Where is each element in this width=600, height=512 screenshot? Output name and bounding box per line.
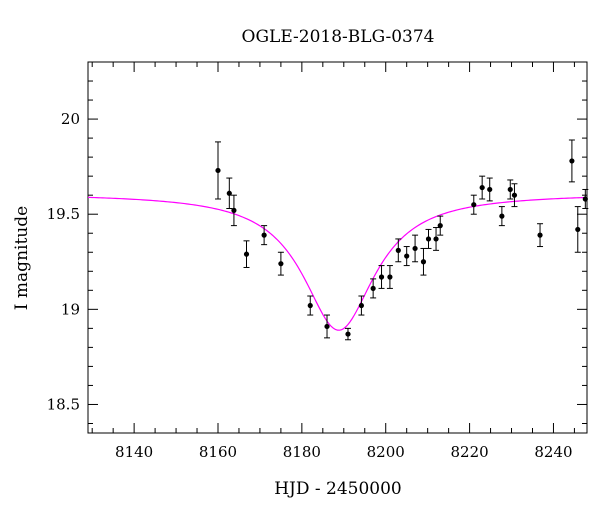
y-tick-label: 18.5: [47, 395, 80, 413]
axis-ticks: [88, 61, 587, 433]
marker: [261, 232, 267, 238]
marker: [425, 236, 432, 242]
data-point: [261, 225, 268, 246]
marker: [231, 207, 237, 213]
y-axis-label: I magnitude: [12, 206, 32, 310]
data-point: [370, 278, 377, 299]
marker: [324, 323, 330, 330]
axis-tick-labels: 8140 8160 8180 8200 8220 8240 18.5 19 19.5 20: [47, 110, 573, 461]
marker: [575, 226, 581, 233]
marker: [412, 245, 418, 252]
data-point: [574, 206, 581, 253]
marker: [569, 158, 575, 164]
data-point: [412, 234, 419, 263]
marker: [487, 186, 493, 193]
data-point: [214, 141, 221, 200]
data-point: [230, 194, 237, 227]
marker: [537, 232, 543, 238]
data-point: [486, 177, 493, 202]
marker: [479, 184, 485, 191]
x-axis-label: HJD - 2450000: [274, 479, 402, 499]
data-point: [507, 179, 514, 200]
data-point: [386, 265, 393, 289]
plot-area: 8140 8160 8180 8200 8220 8240 18.5 19 19.5 20: [47, 61, 589, 461]
x-tick-label: 8240: [534, 443, 572, 461]
data-point: [582, 188, 589, 209]
marker: [370, 285, 376, 292]
x-tick-label: 8160: [199, 443, 237, 461]
data-point: [307, 295, 314, 316]
y-tick-label: 19: [61, 300, 80, 318]
chart-title: OGLE-2018-BLG-0374: [242, 27, 435, 47]
plot-frame: [87, 61, 588, 434]
data-point: [344, 327, 351, 341]
x-tick-label: 8140: [115, 443, 153, 461]
y-tick-label: 19.5: [47, 205, 80, 223]
marker: [278, 261, 284, 267]
marker: [404, 253, 410, 259]
data-point: [479, 175, 486, 200]
marker: [226, 190, 232, 196]
data-point: [226, 177, 233, 209]
data-point: [277, 251, 284, 276]
marker: [387, 274, 393, 280]
data-point: [243, 240, 250, 268]
marker: [471, 202, 477, 208]
marker: [358, 302, 365, 309]
data-point: [358, 295, 365, 316]
data-point: [324, 314, 331, 339]
marker: [437, 223, 443, 229]
marker: [345, 331, 351, 337]
marker: [215, 167, 221, 174]
y-tick-label: 20: [61, 110, 80, 128]
data-point: [498, 206, 505, 227]
data-point: [433, 227, 440, 251]
model-curve: [87, 196, 588, 331]
marker: [243, 251, 250, 257]
data-point: [470, 194, 477, 215]
marker: [582, 196, 588, 202]
data-point: [568, 139, 575, 183]
marker: [395, 247, 401, 253]
marker: [378, 274, 385, 280]
data-point: [437, 215, 444, 236]
x-tick-label: 8180: [283, 443, 321, 461]
data-point: [425, 228, 432, 249]
data-point: [403, 246, 410, 267]
data-point: [395, 238, 402, 263]
x-tick-label: 8220: [450, 443, 488, 461]
marker: [307, 302, 313, 309]
marker: [511, 192, 518, 198]
data-point: [420, 247, 427, 276]
data-point: [537, 223, 544, 248]
marker: [433, 236, 439, 242]
x-tick-label: 8200: [367, 443, 405, 461]
data-points: [214, 139, 589, 341]
marker: [420, 259, 427, 265]
data-point: [378, 265, 385, 289]
marker: [507, 186, 513, 193]
data-point: [511, 183, 518, 208]
marker: [499, 213, 505, 219]
